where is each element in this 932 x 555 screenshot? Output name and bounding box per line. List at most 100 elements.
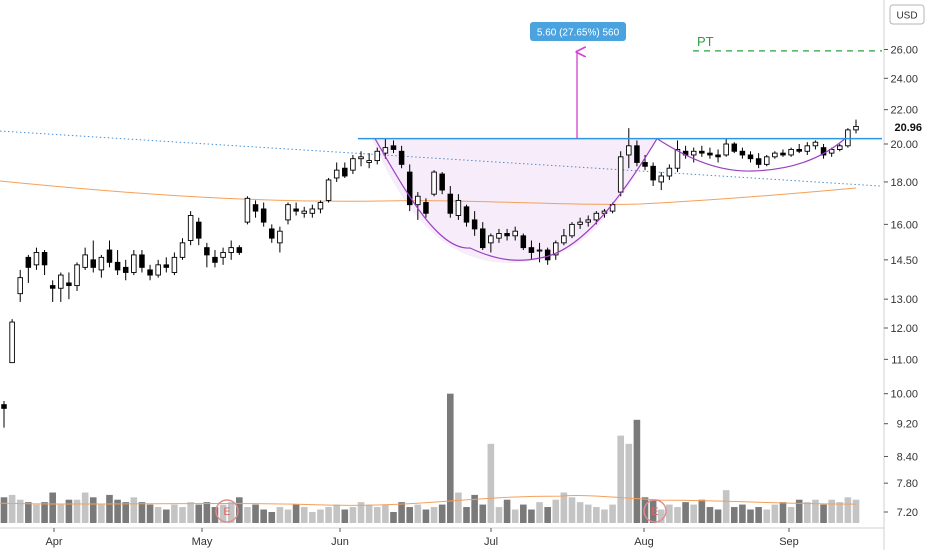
candle-body	[796, 148, 802, 152]
y-tick-label: 22.00	[890, 105, 918, 117]
cup-fill-layer	[372, 138, 657, 263]
candle	[66, 272, 72, 300]
volume-bar	[81, 492, 89, 523]
candle-body	[699, 150, 705, 154]
volume-bar	[300, 507, 308, 523]
volume-bar	[568, 497, 576, 523]
volume-bar	[552, 499, 560, 523]
candle-body	[658, 175, 665, 183]
candle	[707, 147, 713, 159]
volume-moving-average	[0, 495, 857, 506]
volume-bar	[763, 509, 771, 523]
x-tick-label: Aug	[634, 536, 654, 548]
volume-bar	[787, 507, 795, 523]
candle-body	[106, 249, 113, 263]
candle	[488, 233, 494, 253]
handle-curve	[656, 138, 846, 172]
candle	[98, 254, 105, 278]
candle	[147, 264, 153, 281]
candle	[269, 224, 275, 243]
candle	[1, 400, 7, 428]
volume-bar	[179, 507, 186, 523]
volume-bar	[520, 504, 527, 523]
candle-body	[561, 235, 567, 244]
volume-bar	[373, 507, 381, 523]
candle	[796, 144, 802, 154]
candle	[114, 250, 121, 276]
candle-body	[479, 228, 486, 249]
volume-bar	[495, 507, 503, 523]
volume-bar	[154, 507, 162, 523]
candle-body	[390, 145, 397, 150]
candle-body	[853, 125, 859, 131]
candle	[512, 226, 518, 241]
candle	[333, 162, 340, 182]
x-tick-label: Jul	[484, 536, 498, 548]
candle	[431, 170, 437, 197]
candle-body	[536, 249, 543, 252]
candle	[772, 151, 778, 159]
candle	[520, 233, 527, 251]
candle-body	[755, 158, 762, 165]
y-tick-label: 9.20	[897, 419, 918, 431]
candle-body	[382, 147, 389, 154]
volume-bar	[349, 507, 357, 523]
candle	[699, 145, 705, 157]
moving-average-line	[0, 180, 857, 205]
candle	[780, 149, 786, 157]
candle	[674, 140, 681, 173]
candle	[41, 250, 48, 276]
candle-body	[98, 256, 105, 271]
candle	[325, 177, 332, 203]
y-tick-label: 7.20	[897, 507, 918, 519]
candle	[715, 149, 721, 163]
candle-body	[131, 254, 137, 273]
candle	[212, 250, 218, 268]
candle-body	[17, 277, 23, 295]
candle-body	[1, 404, 7, 409]
candle	[496, 228, 502, 243]
volume-bar	[438, 504, 446, 523]
volume-bar	[714, 509, 722, 523]
volume-bar	[584, 504, 592, 523]
y-tick-label: 11.00	[891, 354, 918, 366]
candle	[195, 217, 202, 246]
candle-body	[439, 173, 445, 191]
volume-bar	[406, 507, 414, 523]
volume-bar	[455, 492, 462, 523]
candle	[358, 151, 364, 167]
candle-body	[187, 215, 194, 241]
candle	[252, 200, 259, 218]
candle-body	[41, 252, 48, 266]
earnings-marker: E	[215, 499, 239, 523]
candle-body	[244, 197, 251, 223]
volume-bar	[730, 507, 738, 523]
candle-body	[447, 193, 454, 214]
candle	[747, 151, 754, 163]
volume-bar	[73, 499, 81, 523]
earnings-marker-label: E	[223, 506, 230, 518]
candle	[820, 144, 827, 159]
volume-bar	[414, 504, 422, 523]
candle	[415, 192, 421, 220]
volume-bar	[0, 497, 8, 523]
y-tick-label: 7.80	[897, 478, 918, 490]
volume-bar	[657, 509, 665, 523]
candle-body	[82, 254, 88, 268]
volume-bar	[771, 504, 779, 523]
candle	[398, 145, 405, 169]
volume-bar	[390, 512, 397, 523]
candle-body	[666, 167, 673, 177]
volume-bar	[25, 502, 32, 523]
volume-bar	[795, 499, 803, 523]
volume-bar	[633, 419, 641, 523]
candle	[804, 142, 811, 155]
candle-body	[260, 208, 267, 223]
candle	[285, 202, 291, 225]
volume-bar	[16, 499, 24, 523]
volume-bar	[195, 504, 203, 523]
volume-bar	[41, 502, 48, 523]
candle-body	[820, 147, 827, 156]
